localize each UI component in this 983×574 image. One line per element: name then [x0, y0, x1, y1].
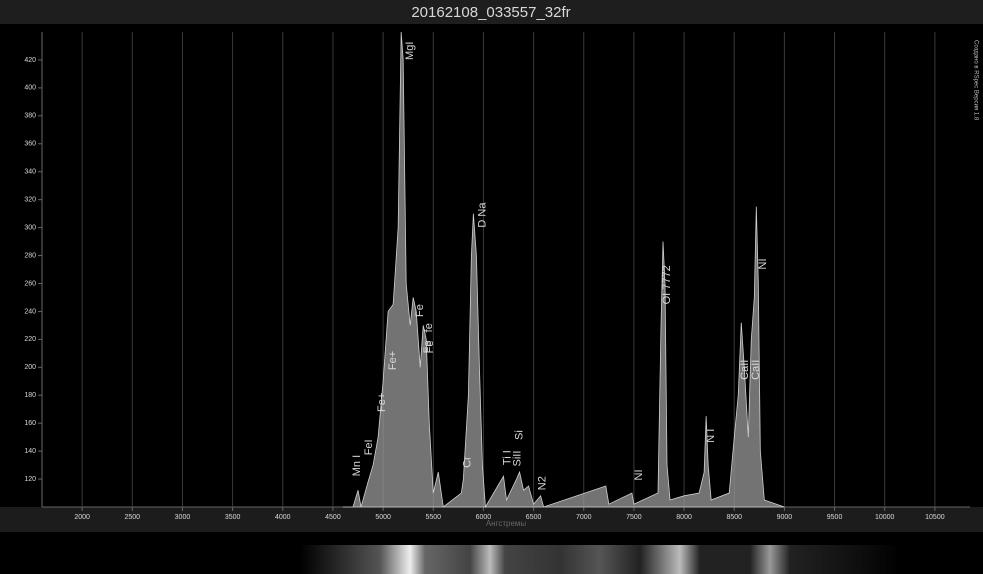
- y-tick-label: 280: [24, 252, 36, 259]
- annotation: Fe+: [387, 351, 399, 370]
- x-tick-label: 5500: [425, 514, 441, 521]
- y-tick-label: 220: [24, 336, 36, 343]
- annotation: N I: [705, 429, 717, 443]
- x-tick-label: 4500: [325, 514, 341, 521]
- annotation: N2: [537, 476, 549, 490]
- y-tick-label: 400: [24, 85, 36, 92]
- x-tick-label: 5000: [375, 514, 391, 521]
- x-tick-label: 2500: [125, 514, 141, 521]
- annotation: FeI: [363, 439, 375, 455]
- x-tick-label: 2000: [74, 514, 90, 521]
- x-tick-label: 9000: [777, 514, 793, 521]
- y-tick-label: 320: [24, 196, 36, 203]
- annotation: MgI: [404, 42, 416, 60]
- y-tick-label: 420: [24, 57, 36, 64]
- annotation: Fe+: [376, 393, 388, 412]
- x-tick-label: 3000: [175, 514, 191, 521]
- annotation: Cr: [461, 456, 473, 468]
- y-tick-label: 360: [24, 141, 36, 148]
- annotation: NI: [633, 469, 645, 480]
- y-tick-label: 240: [24, 308, 36, 315]
- x-tick-label: 7000: [576, 514, 592, 521]
- annotation: Mn I: [351, 455, 363, 476]
- annotation: Fe: [424, 340, 436, 353]
- page: {"chart_data": {"type": "area", "title":…: [0, 0, 983, 574]
- y-tick-label: 160: [24, 420, 36, 427]
- x-tick-label: 6500: [526, 514, 542, 521]
- x-axis-label: Ангстремы: [486, 519, 527, 528]
- y-tick-label: 260: [24, 280, 36, 287]
- annotation: NI: [757, 259, 769, 270]
- y-tick-label: 140: [24, 448, 36, 455]
- chart-title: 20162108_033557_32fr: [411, 4, 570, 21]
- x-tick-label: 10000: [875, 514, 895, 521]
- annotation: CaII: [750, 360, 762, 380]
- x-tick-label: 9500: [827, 514, 843, 521]
- annotation: Fe: [414, 304, 426, 317]
- annotation: SiII: [511, 451, 523, 467]
- x-tick-label: 8500: [726, 514, 742, 521]
- spectrum-strip: [0, 545, 983, 574]
- x-tick-label: 6000: [476, 514, 492, 521]
- y-tick-label: 300: [24, 224, 36, 231]
- y-tick-label: 340: [24, 169, 36, 176]
- x-tick-label: 7500: [626, 514, 642, 521]
- y-tick-label: 180: [24, 392, 36, 399]
- annotation: Si: [513, 430, 525, 440]
- x-tick-label: 4000: [275, 514, 291, 521]
- y-tick-label: 120: [24, 476, 36, 483]
- spectrum-area: [343, 32, 784, 507]
- y-tick-label: 380: [24, 113, 36, 120]
- x-tick-label: 8000: [676, 514, 692, 521]
- chart: 20162108_033557_32fr Ангстремы Создано в…: [0, 0, 983, 545]
- annotation: OI 7772: [661, 265, 673, 304]
- annotation: fe: [423, 323, 435, 332]
- watermark: Создано в RSpec Версия 1.8: [972, 40, 978, 121]
- x-tick-label: 10500: [925, 514, 945, 521]
- y-tick-label: 200: [24, 364, 36, 371]
- x-tick-label: 3500: [225, 514, 241, 521]
- annotation: D Na: [476, 202, 488, 228]
